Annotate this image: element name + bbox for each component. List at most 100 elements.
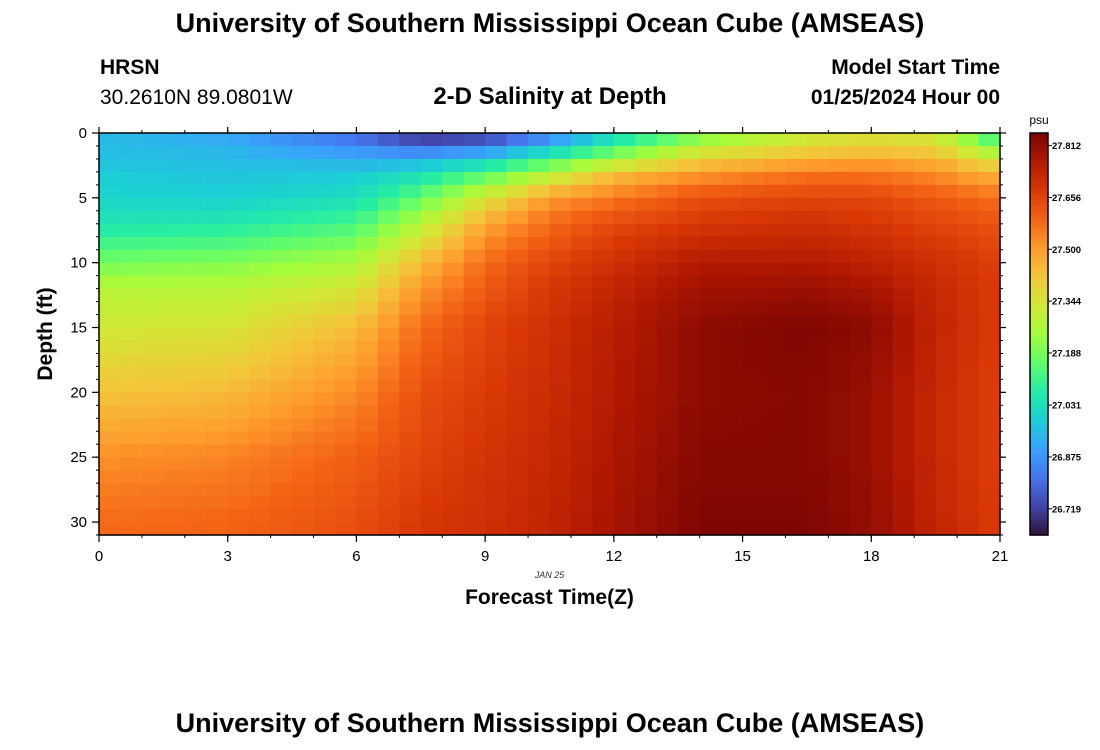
heatmap-cell — [656, 249, 679, 264]
colorbar-segment — [1030, 494, 1048, 499]
heatmap-cell — [141, 483, 164, 497]
heatmap-cell — [849, 483, 872, 497]
heatmap-cell — [828, 353, 851, 368]
heatmap-cell — [420, 379, 443, 393]
heatmap-cell — [420, 392, 443, 406]
heatmap-cell — [914, 418, 937, 432]
heatmap-cell — [270, 470, 293, 484]
heatmap-cell — [356, 431, 379, 445]
heatmap-cell — [592, 197, 615, 212]
page-title: University of Southern Mississippi Ocean… — [175, 8, 925, 38]
heatmap-cell — [184, 470, 207, 484]
heatmap-cell — [184, 418, 207, 432]
heatmap-cell — [249, 133, 272, 147]
colorbar-segment — [1030, 243, 1048, 248]
colorbar-segment — [1030, 307, 1048, 312]
heatmap-cell — [356, 158, 379, 173]
colorbar-segment — [1030, 226, 1048, 231]
heatmap-cell — [206, 470, 229, 484]
colorbar-tick-label: 27.812 — [1052, 141, 1081, 152]
heatmap-cell — [764, 184, 787, 199]
heatmap-cell — [120, 262, 143, 277]
heatmap-cell — [721, 457, 744, 471]
heatmap-cell — [635, 197, 658, 212]
colorbar-segment — [1030, 521, 1048, 526]
colorbar-segment — [1030, 173, 1048, 178]
heatmap-cell — [785, 301, 808, 316]
colorbar-segment — [1030, 146, 1048, 151]
heatmap-cell — [806, 431, 829, 445]
heatmap-cell — [892, 353, 915, 368]
colorbar-segment — [1030, 511, 1048, 516]
heatmap-cell — [806, 418, 829, 432]
heatmap-cell — [227, 275, 250, 290]
heatmap-cell — [570, 275, 593, 290]
heatmap-cell — [206, 483, 229, 497]
heatmap-cell — [656, 262, 679, 277]
heatmap-cell — [528, 509, 551, 523]
heatmap-cell — [356, 262, 379, 277]
heatmap-cell — [892, 275, 915, 290]
heatmap-cell — [292, 366, 315, 380]
heatmap-cell — [764, 379, 787, 393]
heatmap-cell — [270, 223, 293, 238]
y-tick-label: 30 — [70, 514, 87, 531]
heatmap-cell — [849, 405, 872, 419]
heatmap-cell — [463, 522, 486, 536]
heatmap-cell — [528, 327, 551, 342]
heatmap-cell — [764, 392, 787, 406]
colorbar-segment — [1030, 169, 1048, 174]
heatmap-cell — [570, 171, 593, 186]
heatmap-cell — [463, 210, 486, 225]
heatmap-cell — [485, 171, 508, 186]
heatmap-cell — [485, 522, 508, 536]
colorbar-segment — [1030, 330, 1048, 335]
heatmap-cell — [785, 379, 808, 393]
heatmap-cell — [249, 301, 272, 316]
heatmap-cell — [764, 405, 787, 419]
heatmap-cell — [99, 379, 122, 393]
heatmap-cell — [592, 275, 615, 290]
heatmap-cell — [935, 171, 958, 186]
heatmap-cell — [699, 197, 722, 212]
heatmap-cell — [892, 340, 915, 355]
heatmap-cell — [334, 457, 358, 471]
heatmap-cell — [442, 340, 465, 355]
heatmap-cell — [120, 431, 143, 445]
heatmap-cell — [892, 314, 915, 329]
heatmap-cell — [377, 418, 400, 432]
heatmap-cell — [120, 366, 143, 380]
heatmap-cell — [806, 133, 829, 147]
heatmap-cell — [313, 197, 336, 212]
heatmap-cell — [699, 301, 722, 316]
heatmap-cell — [270, 145, 293, 160]
heatmap-cell — [699, 366, 722, 380]
heatmap-cell — [227, 301, 250, 316]
heatmap-cell — [377, 470, 400, 484]
heatmap-cell — [506, 444, 529, 458]
heatmap-cell — [656, 366, 679, 380]
heatmap-cell — [528, 379, 551, 393]
colorbar-segment — [1030, 159, 1048, 164]
heatmap-cell — [184, 353, 207, 368]
heatmap-cell — [914, 133, 937, 147]
heatmap-cell — [742, 483, 765, 497]
heatmap-cell — [184, 262, 207, 277]
heatmap-cell — [892, 392, 915, 406]
heatmap-cell — [463, 262, 486, 277]
colorbar-segment — [1030, 233, 1048, 238]
heatmap-cell — [721, 288, 744, 303]
heatmap-cell — [978, 262, 1001, 277]
colorbar-segment — [1030, 380, 1048, 385]
heatmap-cell — [485, 145, 508, 160]
heatmap-cell — [871, 288, 894, 303]
colorbar-segment — [1030, 504, 1048, 509]
heatmap-cell — [463, 275, 486, 290]
heatmap-cell — [849, 301, 872, 316]
y-tick-label: 25 — [70, 449, 87, 466]
heatmap-cell — [613, 314, 636, 329]
heatmap-cell — [506, 184, 529, 199]
heatmap-cell — [721, 340, 744, 355]
heatmap-cell — [399, 197, 422, 212]
heatmap-cell — [313, 145, 336, 160]
